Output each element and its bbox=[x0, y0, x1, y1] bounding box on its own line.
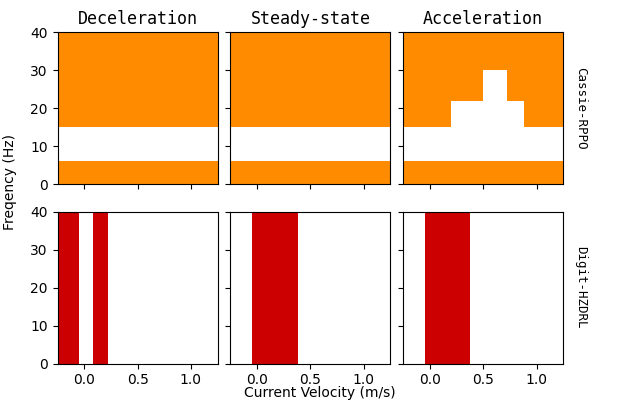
Bar bbox=[230, 32, 390, 127]
Title: Steady-state: Steady-state bbox=[250, 10, 371, 28]
Bar bbox=[483, 32, 507, 70]
Title: Deceleration: Deceleration bbox=[77, 10, 198, 28]
Bar bbox=[58, 212, 79, 364]
Y-axis label: Digit-HZDRL: Digit-HZDRL bbox=[574, 246, 588, 329]
Bar bbox=[451, 32, 483, 101]
Bar bbox=[93, 212, 108, 364]
Bar bbox=[403, 162, 563, 184]
Bar bbox=[507, 32, 524, 101]
Bar bbox=[403, 32, 451, 127]
Bar bbox=[58, 32, 218, 127]
Text: Current Velocity (m/s): Current Velocity (m/s) bbox=[244, 386, 396, 400]
Bar bbox=[424, 212, 470, 364]
Bar bbox=[252, 212, 298, 364]
Bar bbox=[230, 162, 390, 184]
Title: Acceleration: Acceleration bbox=[423, 10, 543, 28]
Y-axis label: Cassie-RPPO: Cassie-RPPO bbox=[574, 67, 588, 149]
Bar bbox=[58, 162, 218, 184]
Bar bbox=[524, 32, 563, 127]
Text: Freqency (Hz): Freqency (Hz) bbox=[3, 134, 17, 230]
